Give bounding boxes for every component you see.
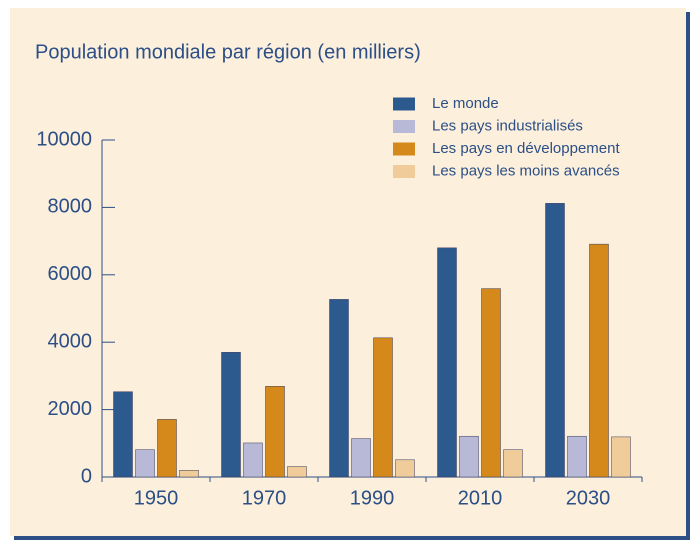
- bar: [503, 449, 523, 478]
- bar: [265, 386, 285, 478]
- bar: [135, 449, 155, 478]
- legend-swatch: [393, 120, 415, 133]
- y-tick-label: 10000: [36, 128, 92, 150]
- bar: [395, 459, 415, 478]
- bar: [373, 337, 393, 478]
- legend-swatch: [393, 97, 415, 111]
- bar: [221, 352, 241, 478]
- bar: [157, 419, 177, 478]
- x-tick-label: 2010: [458, 487, 503, 509]
- bar: [567, 435, 587, 478]
- y-tick-label: 2000: [48, 398, 93, 420]
- legend-label: Les pays industrialisés: [432, 117, 583, 134]
- legend-swatch: [393, 142, 415, 156]
- bar: [351, 438, 371, 478]
- y-tick-label: 4000: [48, 330, 93, 352]
- bar: [287, 466, 307, 478]
- x-tick-label: 1970: [242, 487, 287, 509]
- bar: [611, 436, 631, 478]
- bar: [113, 391, 133, 478]
- legend-label: Les pays les moins avancés: [432, 162, 620, 179]
- y-tick-label: 8000: [48, 196, 93, 218]
- bar: [179, 470, 199, 478]
- y-tick-label: 6000: [48, 263, 93, 285]
- legend-swatch: [393, 165, 415, 178]
- y-tick-label: 0: [81, 465, 92, 487]
- chart-title: Population mondiale par région (en milli…: [35, 41, 421, 63]
- bar: [481, 288, 501, 478]
- x-tick-label: 2030: [566, 487, 611, 509]
- legend-label: Le monde: [432, 95, 499, 112]
- x-tick-label: 1990: [350, 487, 395, 509]
- bar: [243, 442, 263, 478]
- bar: [545, 203, 565, 478]
- bar: [589, 243, 609, 478]
- x-tick-label: 1950: [134, 487, 179, 509]
- bar: [329, 299, 349, 478]
- bar: [437, 247, 457, 478]
- legend-label: Les pays en développement: [432, 140, 620, 157]
- bar: [459, 435, 479, 478]
